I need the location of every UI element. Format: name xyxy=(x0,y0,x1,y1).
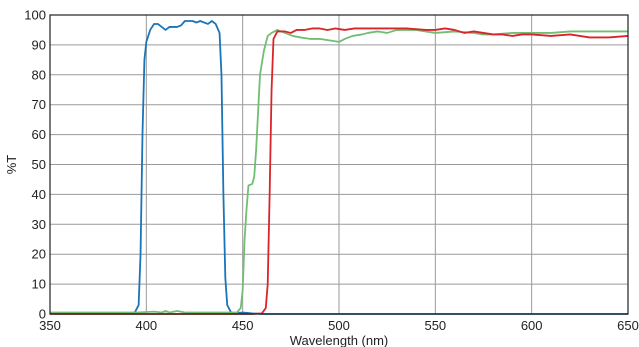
x-tick-label: 550 xyxy=(424,318,446,333)
y-tick-label: 70 xyxy=(32,97,46,112)
x-tick-labels: 350 400 450 500 550 600 650 xyxy=(39,318,639,333)
y-tick-label: 30 xyxy=(32,217,46,232)
y-tick-label: 20 xyxy=(32,247,46,262)
data-series xyxy=(50,20,629,315)
y-tick-label: 80 xyxy=(32,67,46,82)
series-line xyxy=(50,29,628,314)
y-tick-label: 90 xyxy=(32,37,46,52)
x-tick-label: 600 xyxy=(521,318,543,333)
plot-frame xyxy=(49,14,629,315)
y-tick-labels: 0 10 20 30 40 50 60 70 80 90 100 xyxy=(24,8,46,322)
y-tick-label: 50 xyxy=(32,157,46,172)
x-axis-title: Wavelength (nm) xyxy=(290,333,389,347)
y-tick-label: 60 xyxy=(32,127,46,142)
x-tick-label: 350 xyxy=(39,318,61,333)
x-tick-label: 500 xyxy=(328,318,350,333)
y-tick-label: 10 xyxy=(32,277,46,292)
y-tick-label: 100 xyxy=(24,8,46,23)
y-tick-label: 0 xyxy=(39,307,46,322)
x-tick-label: 650 xyxy=(617,318,639,333)
x-tick-label: 400 xyxy=(135,318,157,333)
series-line xyxy=(50,20,628,315)
series-line xyxy=(50,27,629,315)
y-tick-label: 40 xyxy=(32,187,46,202)
x-tick-label: 450 xyxy=(232,318,254,333)
grid-lines xyxy=(50,15,628,314)
y-axis-title: %T xyxy=(4,155,19,175)
